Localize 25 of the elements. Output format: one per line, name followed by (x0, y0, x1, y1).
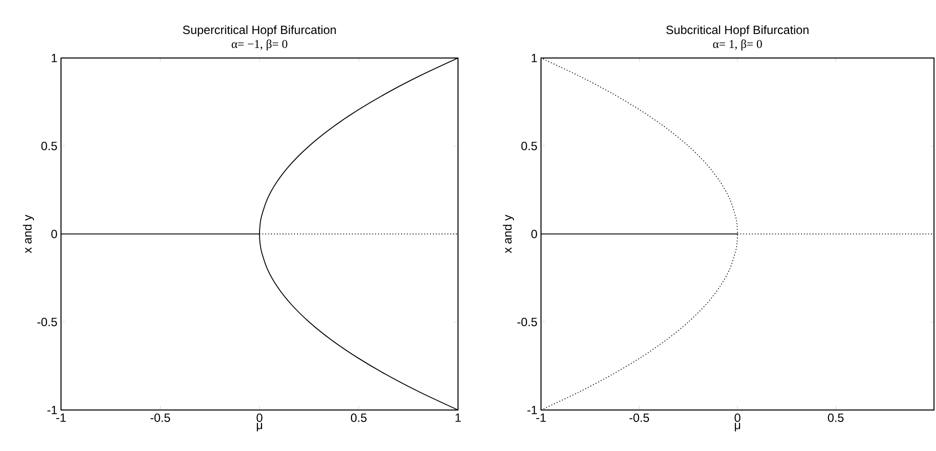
chart-title: Supercritical Hopf Bifurcation (182, 25, 336, 36)
x-tick-label: 0 (734, 414, 740, 422)
y-axis-title: x and y (22, 214, 34, 254)
x-tick-label: 0 (256, 414, 262, 422)
x-tick-label: 0.5 (350, 414, 367, 422)
x-tick-label: -0.5 (629, 414, 650, 422)
y-tick-label: 1 (532, 54, 537, 62)
y-axis-title: x and y (502, 214, 514, 254)
y-tick-label: -0.5 (37, 318, 57, 326)
y-tick-label: -0.5 (517, 318, 537, 326)
chart-title: Subcritical Hopf Bifurcation (666, 25, 808, 36)
x-tick-label: -0.5 (150, 414, 170, 422)
y-tick-label: 0.5 (41, 142, 57, 150)
y-tick-label: -1 (47, 406, 57, 414)
y-tick-label: 0.5 (521, 142, 537, 150)
y-tick-label: -1 (527, 406, 537, 414)
x-tick-label: 1 (456, 414, 461, 422)
y-tick-label: 0 (531, 230, 538, 238)
x-axis-title: μ (734, 422, 740, 432)
y-tick-label: 1 (52, 54, 57, 62)
chart-subtitle: α= 1, β= 0 (713, 40, 762, 50)
chart-subtitle: α= −1, β= 0 (232, 40, 288, 50)
x-axis-title: μ (256, 422, 262, 432)
x-tick-label: 0.5 (828, 414, 844, 422)
y-tick-label: 0 (51, 230, 58, 238)
